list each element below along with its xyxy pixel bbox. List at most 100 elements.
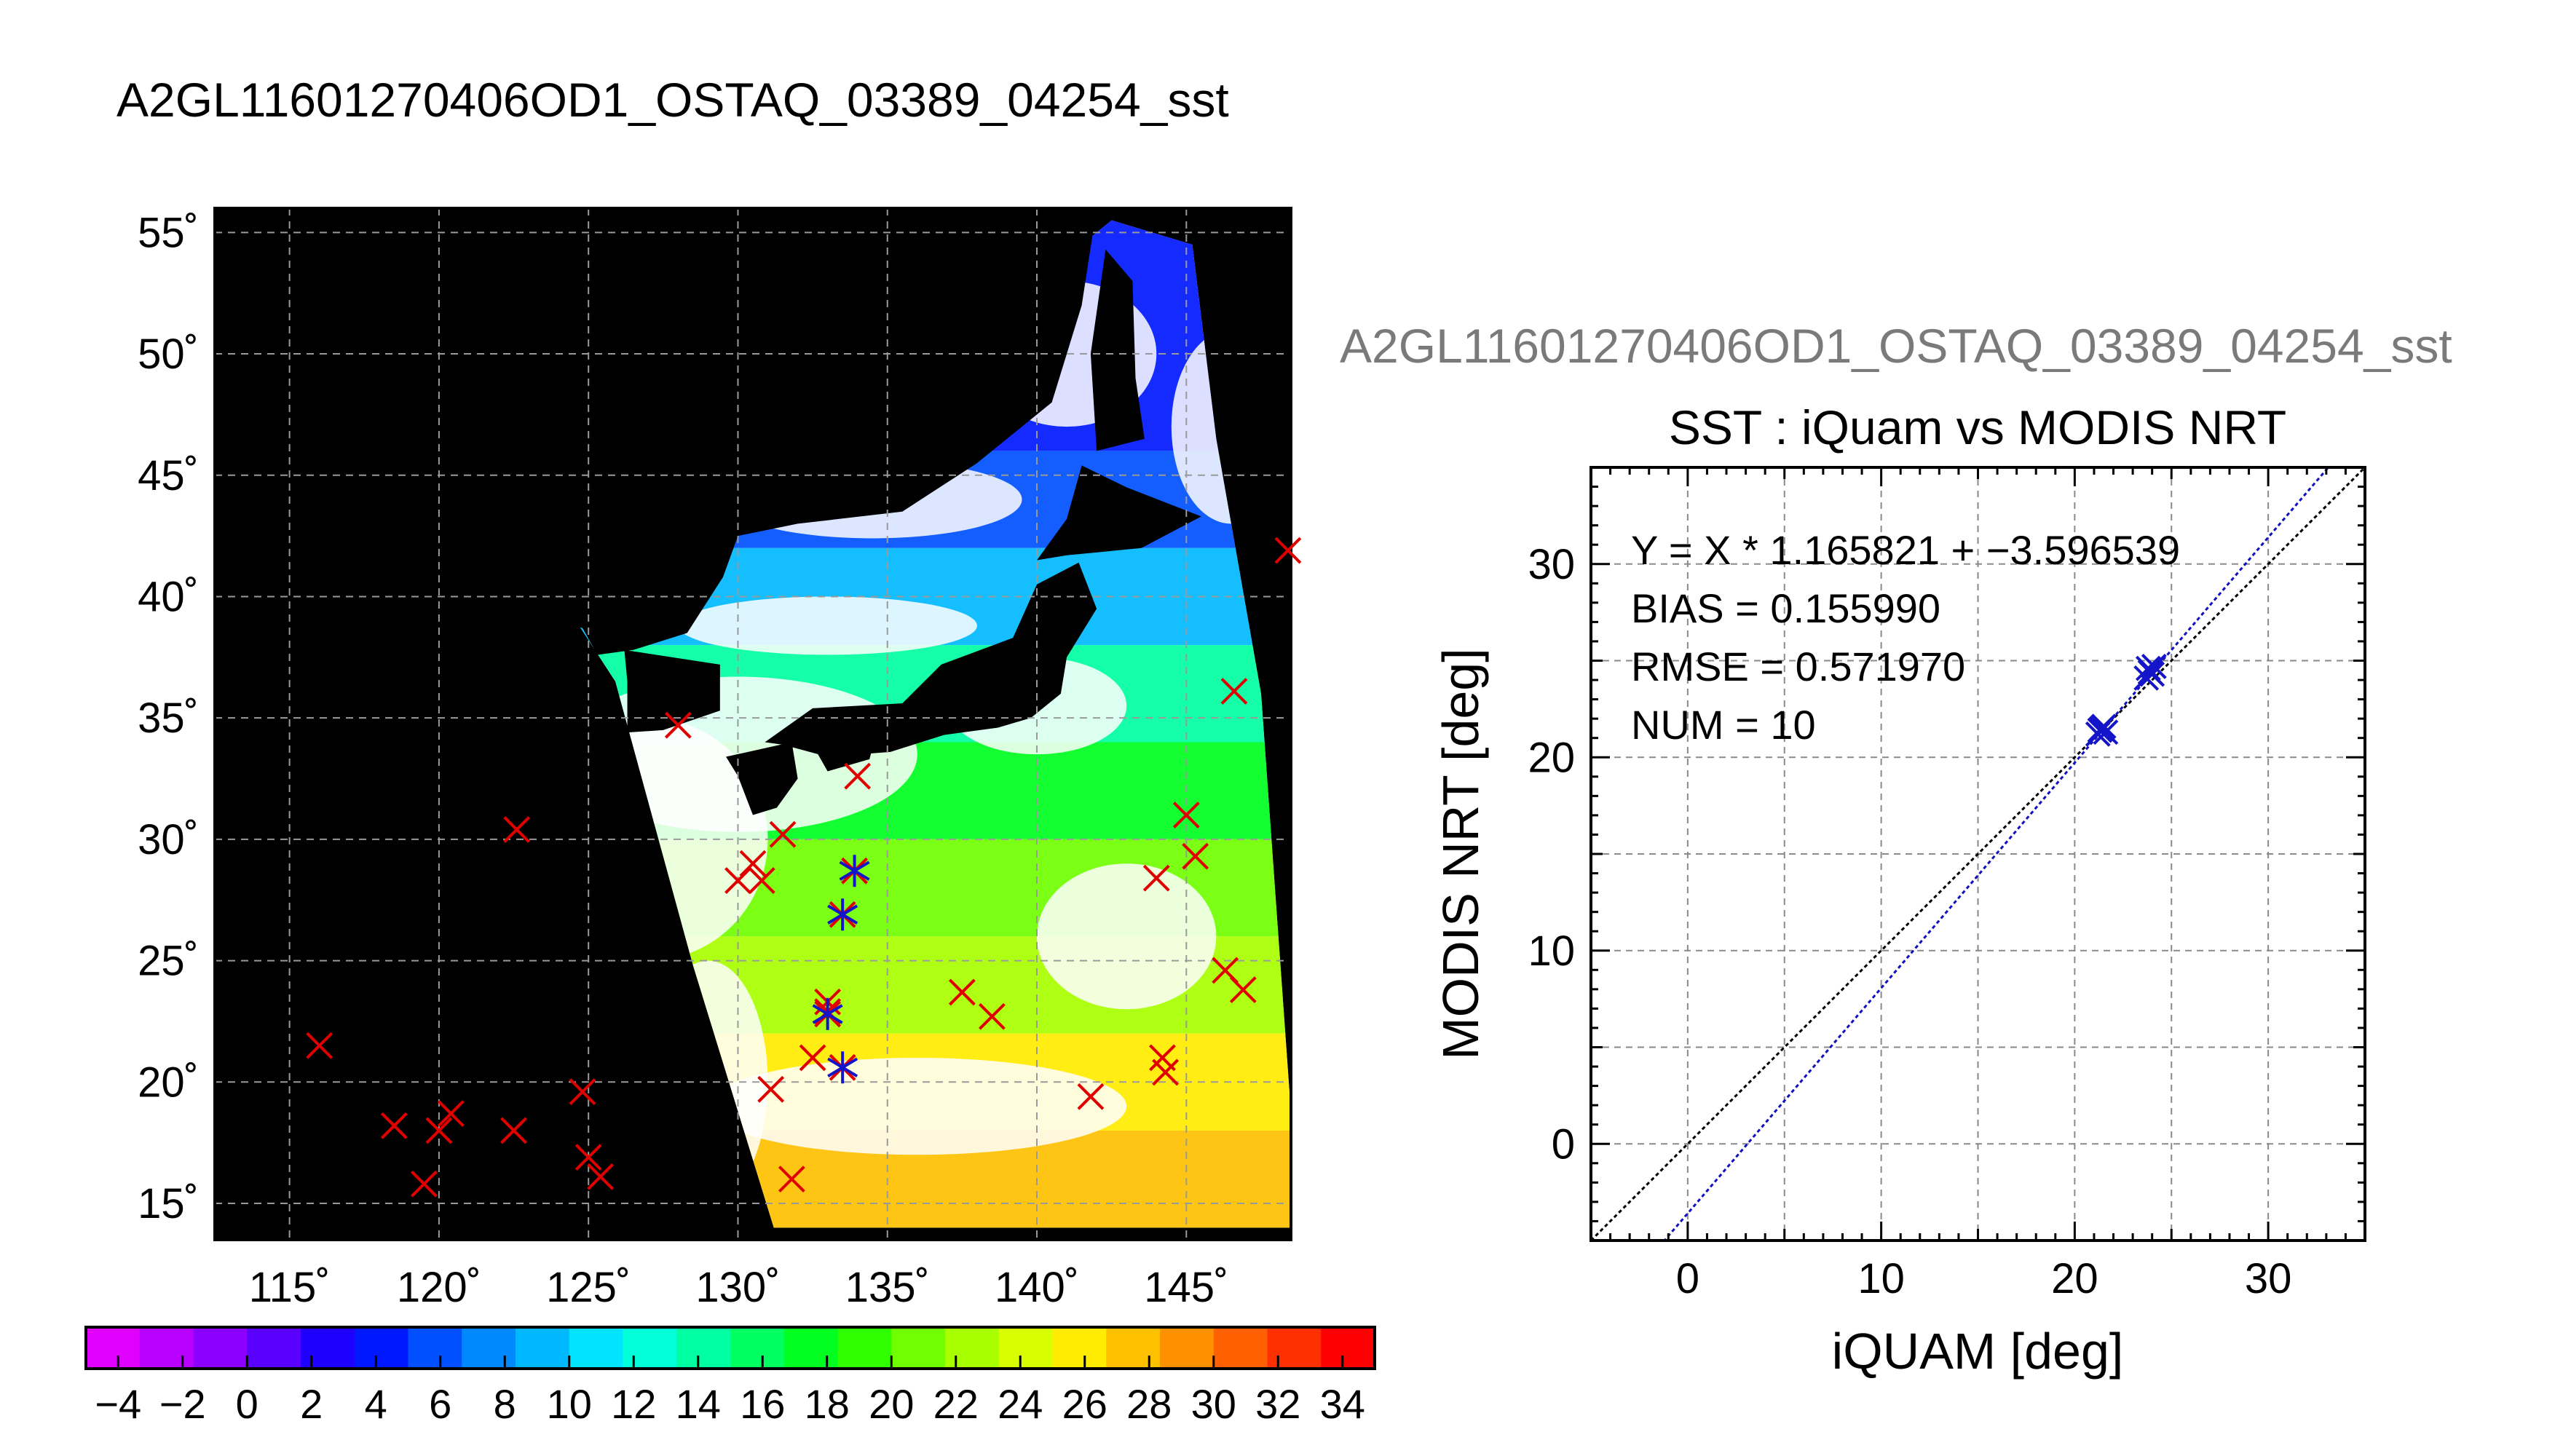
map-y-tick-label: 30˚ (138, 816, 199, 863)
map-y-tick-label: 25˚ (138, 938, 199, 985)
map-x-tick-label: 125˚ (546, 1264, 631, 1311)
colorbar-tick-label: 6 (429, 1381, 451, 1427)
colorbar-tick-label: 20 (869, 1381, 914, 1427)
colorbar-cell (1052, 1327, 1107, 1369)
fit-line (1662, 467, 2330, 1241)
matchup-marker (739, 850, 767, 877)
matchup-marker (587, 1163, 615, 1190)
scatter-stats: Y = X * 1.165821 + −3.596539 BIAS = 0.155… (1631, 527, 2180, 748)
matchup-marker-in-swath (827, 898, 858, 931)
matchup-marker (569, 1078, 596, 1106)
colorbar-cell (1106, 1327, 1161, 1369)
map-y-tick-label: 55˚ (138, 209, 199, 256)
scatter-point (2137, 660, 2163, 685)
map-frame (213, 207, 1292, 1241)
matchup-marker (1229, 976, 1257, 1004)
matchup-marker (844, 762, 872, 790)
colorbar-tick-label: −4 (95, 1381, 141, 1427)
colorbar-cell (569, 1327, 624, 1369)
scatter-y-tick-label: 30 (1528, 541, 1575, 588)
scatter-x-axis: 0 10 20 30 (1590, 467, 2366, 1302)
scatter-lines (1591, 467, 2365, 1241)
map-x-tick-label: 145˚ (1144, 1264, 1228, 1311)
map-x-axis: 115˚ 120˚ 125˚ 130˚ 135˚ 140˚ 145˚ (249, 1264, 1229, 1311)
colorbar-cell (837, 1327, 892, 1369)
colorbar-tick-label: 8 (494, 1381, 516, 1427)
colorbar-cell (301, 1327, 355, 1369)
cloud-patch (1037, 863, 1217, 1010)
map-y-tick-label: 40˚ (138, 573, 199, 620)
matchup-marker (948, 978, 976, 1006)
colorbar-cell (1213, 1327, 1268, 1369)
scatter-y-tick-label: 20 (1528, 734, 1575, 781)
matchup-marker (380, 1112, 408, 1139)
matchup-marker-in-swath (827, 1051, 858, 1084)
matchup-marker (757, 1075, 785, 1103)
matchup-marker (1182, 842, 1209, 870)
scatter-stat-line: BIAS = 0.155990 (1631, 585, 1940, 631)
colorbar-tick-label: 0 (236, 1381, 258, 1427)
scatter-y-tick-label: 10 (1528, 927, 1575, 975)
land-asia-mainland (215, 208, 1097, 1046)
colorbar: −4 −2 0 2 4 6 8 10 12 14 16 18 20 22 24 26 28 30 32 34 (84, 1326, 1376, 1427)
colorbar-cell (139, 1327, 194, 1369)
scatter-plot: SST : iQuam vs MODIS NRT 0 10 20 30 0 10 20 30… (1432, 400, 2366, 1380)
scatter-point (2087, 717, 2113, 743)
land-japan-shikoku (810, 737, 876, 772)
sst-map: 115˚ 120˚ 125˚ 130˚ 135˚ 140˚ 145˚ 55˚ 50˚ 45˚ 40… (138, 207, 1302, 1311)
scatter-title: SST : iQuam vs MODIS NRT (1669, 400, 2286, 454)
matchup-marker (769, 820, 797, 848)
scatter-grid (1591, 467, 2365, 1241)
cloud-patch (678, 596, 977, 655)
scatter-stat-line: Y = X * 1.165821 + −3.596539 (1631, 527, 2180, 573)
colorbar-tick-label: 26 (1062, 1381, 1107, 1427)
map-x-tick-label: 140˚ (995, 1264, 1079, 1311)
colorbar-cell (1160, 1327, 1215, 1369)
land-hokkaido (1037, 465, 1201, 561)
matchup-marker (1274, 537, 1302, 564)
matchup-marker (1077, 1083, 1105, 1110)
map-y-tick-label: 45˚ (138, 452, 199, 499)
colorbar-cell (783, 1327, 839, 1369)
matchup-markers (306, 537, 1302, 1198)
scatter-x-label: iQUAM [deg] (1832, 1323, 2124, 1380)
colorbar-tick-label: 2 (300, 1381, 323, 1427)
colorbar-tick-label: 30 (1191, 1381, 1236, 1427)
colorbar-cell (1321, 1327, 1375, 1369)
land-korea (624, 649, 720, 733)
colorbar-cell (408, 1327, 462, 1369)
matchup-marker (979, 1002, 1006, 1030)
colorbar-cell (730, 1327, 785, 1369)
colorbar-cell (945, 1327, 1000, 1369)
matchup-marker (500, 1117, 527, 1144)
map-x-tick-label: 130˚ (695, 1264, 780, 1311)
scatter-points (2085, 654, 2167, 747)
colorbar-tick-label: 32 (1255, 1381, 1300, 1427)
map-y-axis: 55˚ 50˚ 45˚ 40˚ 35˚ 30˚ 25˚ 20˚ 15˚ (138, 209, 199, 1227)
matchup-marker (574, 1144, 602, 1171)
scatter-point (2093, 719, 2119, 745)
colorbar-cell (193, 1327, 248, 1369)
map-x-tick-label: 120˚ (397, 1264, 481, 1311)
colorbar-cell (1267, 1327, 1322, 1369)
map-title: A2GL11601270406OD1_OSTAQ_03389_04254_sst (117, 73, 1229, 127)
land-mask (215, 208, 1201, 1046)
land-sakhalin (1090, 249, 1145, 451)
colorbar-cell (891, 1327, 946, 1369)
colorbar-cells (86, 1327, 1375, 1369)
colorbar-ticks: −4 −2 0 2 4 6 8 10 12 14 16 18 20 22 24 26 28 30 32 34 (95, 1356, 1365, 1427)
colorbar-cell (623, 1327, 677, 1369)
matchup-marker (437, 1100, 465, 1128)
matchup-marker (1152, 1059, 1179, 1086)
matchup-marker (1142, 864, 1170, 892)
map-y-tick-label: 15˚ (138, 1180, 199, 1227)
colorbar-tick-label: 12 (611, 1381, 656, 1427)
matchup-marker (748, 867, 775, 894)
colorbar-tick-label: 24 (998, 1381, 1043, 1427)
map-x-tick-label: 115˚ (249, 1264, 331, 1311)
scatter-y-axis: 0 10 20 30 (1528, 466, 2365, 1242)
cloud-patch (708, 1057, 1127, 1155)
land-taiwan (442, 953, 499, 1036)
map-y-tick-label: 35˚ (138, 695, 199, 742)
